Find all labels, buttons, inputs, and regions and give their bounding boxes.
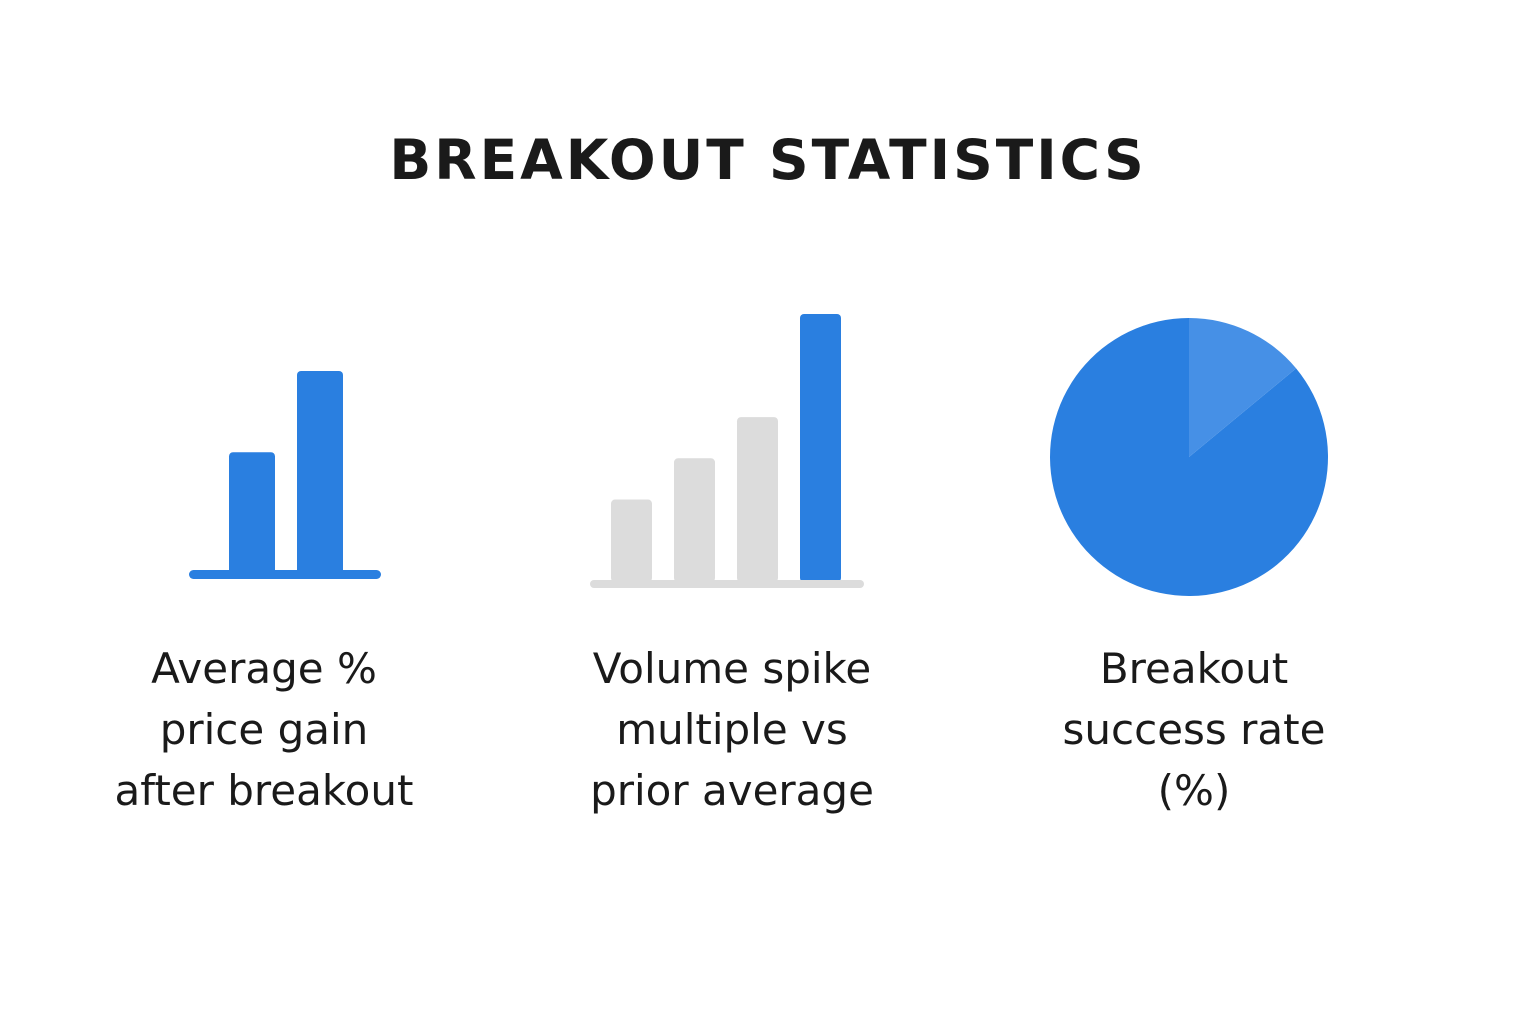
bar bbox=[674, 458, 715, 582]
bar bbox=[611, 499, 652, 582]
bar bbox=[229, 452, 275, 576]
caption-line: price gain bbox=[159, 705, 369, 754]
bar bbox=[297, 371, 343, 576]
caption-volume-spike: Volume spike multiple vs prior average bbox=[552, 638, 912, 821]
caption-line: Average % bbox=[151, 644, 377, 693]
rising-bars-chart-icon bbox=[590, 314, 864, 588]
caption-line: prior average bbox=[590, 766, 874, 815]
bar bbox=[737, 417, 778, 582]
pie-slice-minor bbox=[1189, 318, 1297, 457]
caption-success-rate: Breakout success rate (%) bbox=[1014, 638, 1374, 821]
caption-line: success rate bbox=[1062, 705, 1326, 754]
baseline bbox=[189, 570, 381, 579]
two-bar-chart-icon bbox=[189, 371, 381, 579]
bar bbox=[800, 314, 841, 582]
page-title: BREAKOUT STATISTICS bbox=[389, 128, 1147, 192]
caption-line: after breakout bbox=[114, 766, 414, 815]
caption-line: Breakout bbox=[1099, 644, 1289, 693]
caption-line: multiple vs bbox=[616, 705, 848, 754]
caption-line: (%) bbox=[1157, 766, 1231, 815]
caption-price-gain: Average % price gain after breakout bbox=[84, 638, 444, 821]
caption-line: Volume spike bbox=[592, 644, 872, 693]
pie-chart-icon bbox=[1050, 318, 1328, 596]
baseline bbox=[590, 580, 864, 588]
